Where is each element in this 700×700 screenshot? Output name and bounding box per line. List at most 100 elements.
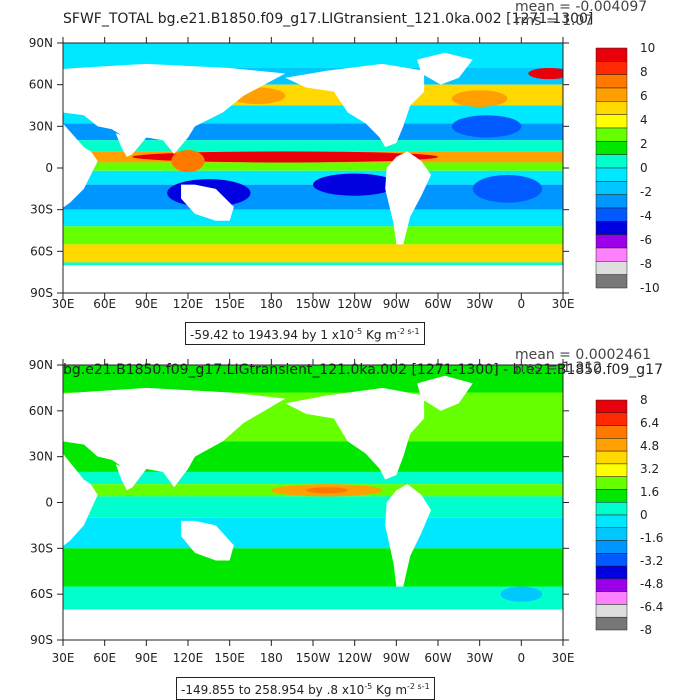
colorbar-label: -4.8 (640, 577, 663, 591)
colorbar-label: -1.6 (640, 531, 663, 545)
x-tick-label: 120E (173, 651, 204, 665)
range-exponent: -5 (354, 327, 363, 336)
land-mask (285, 387, 425, 480)
x-tick-label: 60E (93, 651, 116, 665)
colorbar-swatch (595, 463, 628, 477)
land-mask (417, 52, 473, 85)
x-tick-label: 90E (135, 651, 158, 665)
y-tick-label: 30S (30, 541, 53, 555)
colorbar-swatch (595, 194, 628, 209)
y-tick-label: 30S (30, 203, 53, 217)
colorbar-label: 0 (640, 508, 648, 522)
range-text: -59.42 to 1943.94 by 1 x10 (190, 328, 355, 342)
colorbar-label: -10 (640, 281, 660, 295)
x-tick-label: 120E (173, 297, 204, 311)
ocean-band (63, 496, 563, 518)
ocean-band (63, 517, 563, 549)
y-tick-label: 30N (29, 450, 53, 464)
colorbar-label: -4 (640, 209, 652, 223)
ocean-band (63, 140, 563, 152)
colorbar-swatch (595, 127, 628, 142)
x-tick-label: 90E (135, 297, 158, 311)
colorbar-label: 10 (640, 41, 655, 55)
x-tick-label: 30W (466, 297, 493, 311)
colorbar-swatch (595, 412, 628, 426)
x-tick-label: 180 (260, 651, 283, 665)
colorbar-label: 4.8 (640, 439, 659, 453)
y-tick-label: 30N (29, 119, 53, 133)
ocean-band (63, 471, 563, 485)
x-tick-label: 120W (337, 297, 372, 311)
colorbar-swatch (595, 527, 628, 541)
x-tick-label: 60W (424, 297, 451, 311)
x-tick-label: 180 (260, 297, 283, 311)
land-mask (63, 453, 98, 547)
axes-layer: 30E 60E 90E 120E 150E 180 150W 120W 90W 60W 30W 0 30… (29, 36, 575, 665)
colorbar-swatch (595, 425, 628, 439)
land-mask (63, 123, 98, 208)
y-tick-label: 60S (30, 587, 53, 601)
panel-bottom-rms: rms = 1.312 (515, 360, 603, 376)
range-exponent: -5 (364, 682, 373, 691)
colorbar-label: -8 (640, 623, 652, 637)
x-tick-label: 150E (214, 651, 245, 665)
panel-bottom-title: bg.e21.B1850.f09_g17.LIGtransient_121.0k… (63, 362, 663, 378)
range-units-exponent: -2 s-1 (407, 682, 430, 691)
land-mask (385, 484, 432, 587)
ocean-band (63, 586, 563, 610)
colorbar-label: -2 (640, 185, 652, 199)
x-tick-label: 150W (296, 297, 331, 311)
field-anomaly (313, 173, 397, 196)
field-anomaly (472, 174, 543, 203)
land-mask (417, 375, 473, 411)
colorbar-label: -8 (640, 257, 652, 271)
y-tick-label: 0 (45, 161, 53, 175)
y-tick-label: 60N (29, 78, 53, 92)
range-text: -149.855 to 258.954 by .8 x10 (181, 683, 365, 697)
land-mask (115, 133, 133, 157)
land-mask (285, 63, 425, 148)
colorbar-label: 6 (640, 89, 648, 103)
x-tick-label: 30W (466, 651, 493, 665)
colorbar-swatch (595, 114, 628, 129)
colorbars-layer: 10 8 6 4 2 0 -2 -4 -6 -8 -10 8 6.4 4.8 3.2 1.6 0 -1.6 -3.2… (595, 41, 663, 637)
x-tick-label: 60E (93, 297, 116, 311)
x-tick-label: 30E (52, 651, 75, 665)
range-units: Kg m (362, 328, 397, 342)
x-tick-label: 150W (296, 651, 331, 665)
colorbar-swatch (595, 616, 628, 631)
panel-top-title: SFWF_TOTAL bg.e21.B1850.f09_g17.LIGtrans… (63, 11, 594, 27)
x-tick-label: 60W (424, 651, 451, 665)
colorbar-label: 2 (640, 137, 648, 151)
panel-top-rms: rms = 1.07 (515, 13, 594, 29)
y-tick-label: 90N (29, 358, 53, 372)
colorbar-swatch (595, 514, 628, 529)
field-anomaly (132, 151, 438, 163)
field-anomaly (171, 149, 205, 173)
colorbar-label: 4 (640, 113, 648, 127)
ocean-band (63, 548, 563, 587)
colorbar-swatch (595, 501, 628, 516)
x-tick-label: 90W (383, 297, 410, 311)
colorbar-label: -6 (640, 233, 652, 247)
y-tick-label: 90S (30, 286, 53, 300)
range-units-exponent: -2 s-1 (396, 327, 420, 336)
colorbar-swatch (595, 181, 628, 195)
colorbar-swatch (595, 261, 628, 275)
colorbar-swatch (595, 565, 628, 580)
colorbar-swatch (595, 476, 628, 490)
land-mask (63, 387, 286, 488)
y-tick-label: 90N (29, 36, 53, 50)
colorbar-swatch (595, 207, 628, 222)
colorbar-swatch (595, 234, 628, 249)
land-mask (385, 151, 432, 245)
y-tick-label: 0 (45, 496, 53, 510)
x-tick-label: 150E (214, 297, 245, 311)
colorbar-swatch (595, 450, 628, 465)
colorbar-swatch (595, 540, 628, 554)
colorbar-label: -6.4 (640, 600, 663, 614)
x-tick-label: 90W (383, 651, 410, 665)
colorbar-swatch (595, 154, 628, 169)
land-mask (181, 184, 234, 221)
